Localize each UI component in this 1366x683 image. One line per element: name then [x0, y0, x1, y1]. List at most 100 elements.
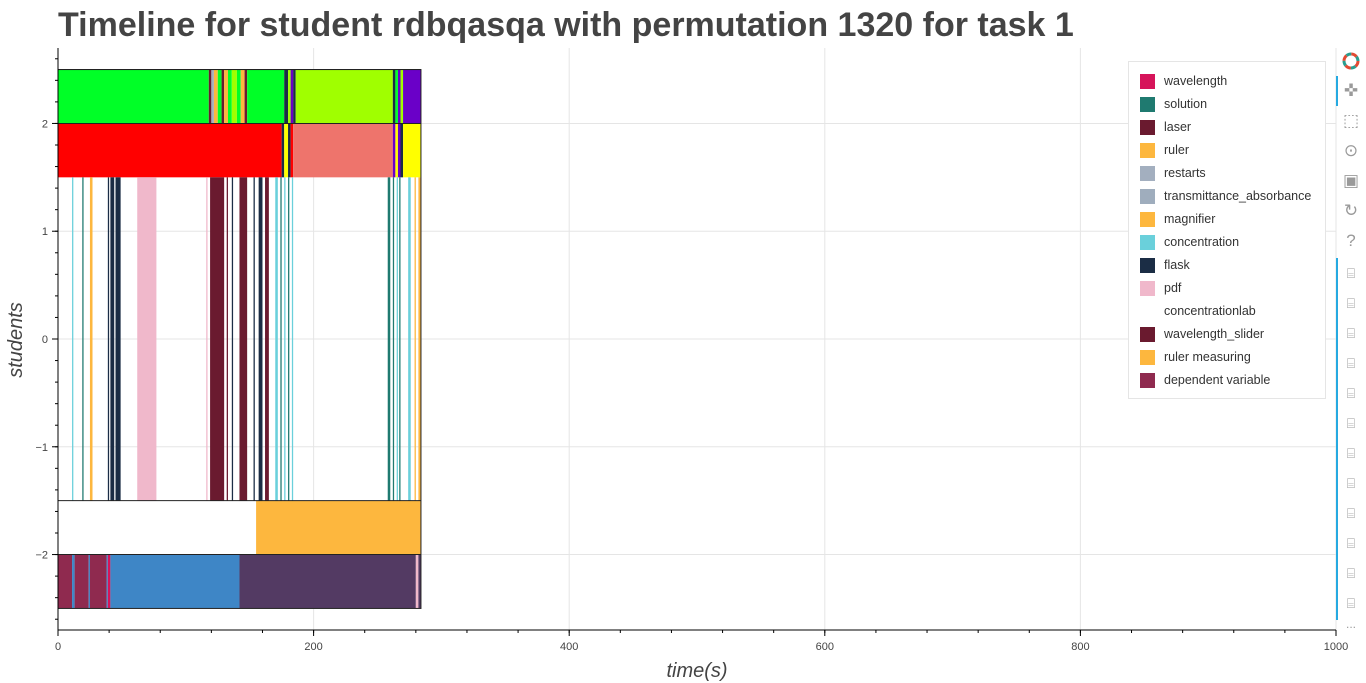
- legend-item[interactable]: transmittance_absorbance: [1140, 187, 1311, 205]
- y-axis-label: students: [5, 302, 27, 378]
- legend-label: flask: [1164, 258, 1190, 272]
- box-zoom-icon[interactable]: ⬚: [1342, 111, 1360, 130]
- legend-item[interactable]: ruler: [1140, 141, 1189, 159]
- legend-item[interactable]: laser: [1140, 118, 1191, 136]
- timeline-segment: [418, 554, 421, 609]
- legend-swatch: [1140, 142, 1155, 158]
- legend-swatch: [1140, 119, 1155, 135]
- legend-item[interactable]: magnifier: [1140, 210, 1215, 228]
- legend-item[interactable]: ruler measuring: [1140, 348, 1251, 366]
- hover-tool-icon[interactable]: ⌸: [1346, 564, 1356, 581]
- timeline-segment: [414, 177, 416, 501]
- legend-item[interactable]: concentration: [1140, 233, 1239, 251]
- grid-lines: [57, 48, 1337, 630]
- timeline-segment: [290, 69, 294, 124]
- legend-item[interactable]: wavelength_slider: [1140, 325, 1264, 343]
- timeline-segment: [275, 177, 278, 501]
- timeline-segment: [224, 69, 228, 124]
- timeline-segment: [397, 123, 401, 178]
- legend-swatch: [1140, 188, 1155, 204]
- hover-tool-icon[interactable]: ⌸: [1346, 414, 1356, 431]
- timeline-segment: [239, 554, 416, 609]
- hover-tool-icon[interactable]: ⌸: [1346, 384, 1356, 401]
- legend-swatch: [1140, 280, 1155, 296]
- timeline-segment: [256, 500, 421, 555]
- y-tick-label: 1: [42, 226, 48, 238]
- timeline-segment: [244, 69, 248, 124]
- legend-item[interactable]: flask: [1140, 256, 1190, 274]
- wheel-zoom-icon[interactable]: ⊙: [1343, 141, 1359, 160]
- x-tick-label: 1000: [1324, 641, 1348, 653]
- legend-label: wavelength_slider: [1164, 327, 1265, 341]
- hover-tool-icon[interactable]: ⌸: [1346, 444, 1356, 461]
- timeline-segment: [392, 177, 395, 501]
- timeline-segment: [288, 177, 290, 501]
- legend-item[interactable]: dependent variable: [1140, 371, 1270, 389]
- hover-tool-icon[interactable]: ⌸: [1346, 534, 1356, 551]
- bokeh-logo-icon[interactable]: [1338, 48, 1364, 74]
- hover-tool-icon[interactable]: ⌸: [1346, 594, 1356, 611]
- legend-swatch: [1140, 372, 1155, 388]
- timeline-segment: [208, 69, 212, 124]
- timeline-segment: [418, 177, 421, 501]
- reset-icon[interactable]: ↻: [1343, 201, 1359, 220]
- save-icon[interactable]: ▣: [1342, 171, 1360, 190]
- more-tools-icon[interactable]: ...: [1345, 617, 1356, 631]
- timeline-segment: [400, 69, 404, 124]
- timeline-segment: [403, 69, 421, 124]
- x-tick-label: 0: [55, 641, 61, 653]
- hover-tool-icon[interactable]: ⌸: [1346, 294, 1356, 311]
- legend-label: solution: [1164, 97, 1208, 111]
- legend-label: dependent variable: [1164, 373, 1271, 387]
- hover-tool-icon[interactable]: ⌸: [1346, 504, 1356, 521]
- timeline-segment: [399, 177, 401, 501]
- x-tick-label: 200: [304, 641, 322, 653]
- x-tick-label: 800: [1071, 641, 1089, 653]
- help-icon[interactable]: ?: [1346, 231, 1356, 250]
- timeline-segment: [58, 69, 209, 124]
- x-axis-label: time(s): [666, 660, 727, 682]
- legend-label: magnifier: [1164, 212, 1216, 226]
- timeline-segment: [284, 177, 286, 501]
- timeline-segment: [74, 554, 89, 609]
- legend-item[interactable]: solution: [1140, 95, 1207, 113]
- timeline-segment: [408, 177, 411, 501]
- timeline-segment: [280, 177, 282, 501]
- hover-tool-icon[interactable]: ⌸: [1346, 474, 1356, 491]
- legend-swatch: [1140, 211, 1155, 227]
- timeline-segment: [265, 177, 269, 501]
- timeline-segment: [258, 177, 263, 501]
- legend-label: concentration: [1164, 235, 1240, 249]
- legend: wavelength solution laser ruler restarts tran…: [1128, 61, 1326, 399]
- legend-swatch: [1140, 73, 1155, 89]
- legend-item[interactable]: wavelength: [1140, 72, 1227, 90]
- pan-icon[interactable]: ✜: [1343, 81, 1359, 100]
- legend-label: restarts: [1164, 166, 1206, 180]
- x-tick-label: 600: [816, 641, 834, 653]
- timeline-segment: [58, 123, 282, 178]
- timeline-segment: [82, 177, 84, 501]
- timeline-segment: [400, 123, 404, 178]
- timeline-segment: [396, 177, 398, 501]
- hover-tool-icon[interactable]: ⌸: [1346, 324, 1356, 341]
- timeline-segment: [293, 69, 296, 124]
- legend-item[interactable]: restarts: [1140, 164, 1206, 182]
- timeline-segment: [115, 177, 121, 501]
- timeline-segment: [253, 177, 255, 501]
- hover-tool-icon[interactable]: ⌸: [1346, 264, 1356, 281]
- timeline-segment: [236, 69, 241, 124]
- timeline-segment: [58, 554, 73, 609]
- legend-item[interactable]: concentrationlab: [1140, 302, 1256, 320]
- legend-item[interactable]: pdf: [1140, 279, 1181, 297]
- timeline-segment: [110, 177, 115, 501]
- legend-swatch: [1140, 257, 1155, 273]
- legend-swatch: [1140, 303, 1155, 319]
- y-tick-label: 0: [42, 334, 48, 346]
- timeline-segment: [210, 177, 225, 501]
- y-tick-label: −2: [35, 550, 48, 562]
- hover-tool-icon[interactable]: ⌸: [1346, 354, 1356, 371]
- timeline-segment: [395, 69, 398, 124]
- timeline-segment: [213, 69, 218, 124]
- timeline-segment: [227, 69, 232, 124]
